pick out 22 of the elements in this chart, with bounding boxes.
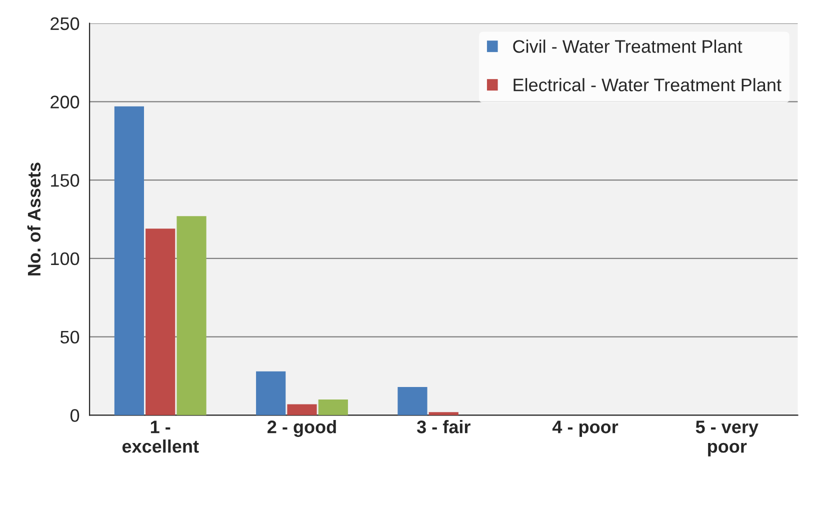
bar xyxy=(146,228,176,416)
x-tick-label: 3 - fair xyxy=(416,420,470,434)
bar xyxy=(287,404,317,416)
x-tick-label: 4 - poor xyxy=(552,420,618,437)
y-tick-label: 200 xyxy=(50,96,80,108)
y-tick-label: 100 xyxy=(51,252,80,266)
y-axis-title: No. of Assets xyxy=(27,162,41,276)
y-tick-label: 250 xyxy=(50,17,80,30)
bar xyxy=(398,386,428,416)
legend-label: Electrical - Water Treatment Plant xyxy=(514,78,782,92)
bar xyxy=(256,371,286,416)
x-tick-label: 5 - very poor xyxy=(696,420,758,456)
bar xyxy=(176,216,206,416)
bar xyxy=(428,412,458,416)
y-tick-label: 50 xyxy=(60,330,80,344)
legend-label: Civil - Water Treatment Plant xyxy=(513,40,742,53)
x-tick-label: 1 - excellent xyxy=(122,420,199,453)
y-tick-label: 0 xyxy=(70,409,80,422)
y-tick-label: 150 xyxy=(51,174,80,187)
bar xyxy=(318,400,348,416)
bar xyxy=(114,106,144,416)
x-tick-label: 2 - good xyxy=(268,420,336,437)
